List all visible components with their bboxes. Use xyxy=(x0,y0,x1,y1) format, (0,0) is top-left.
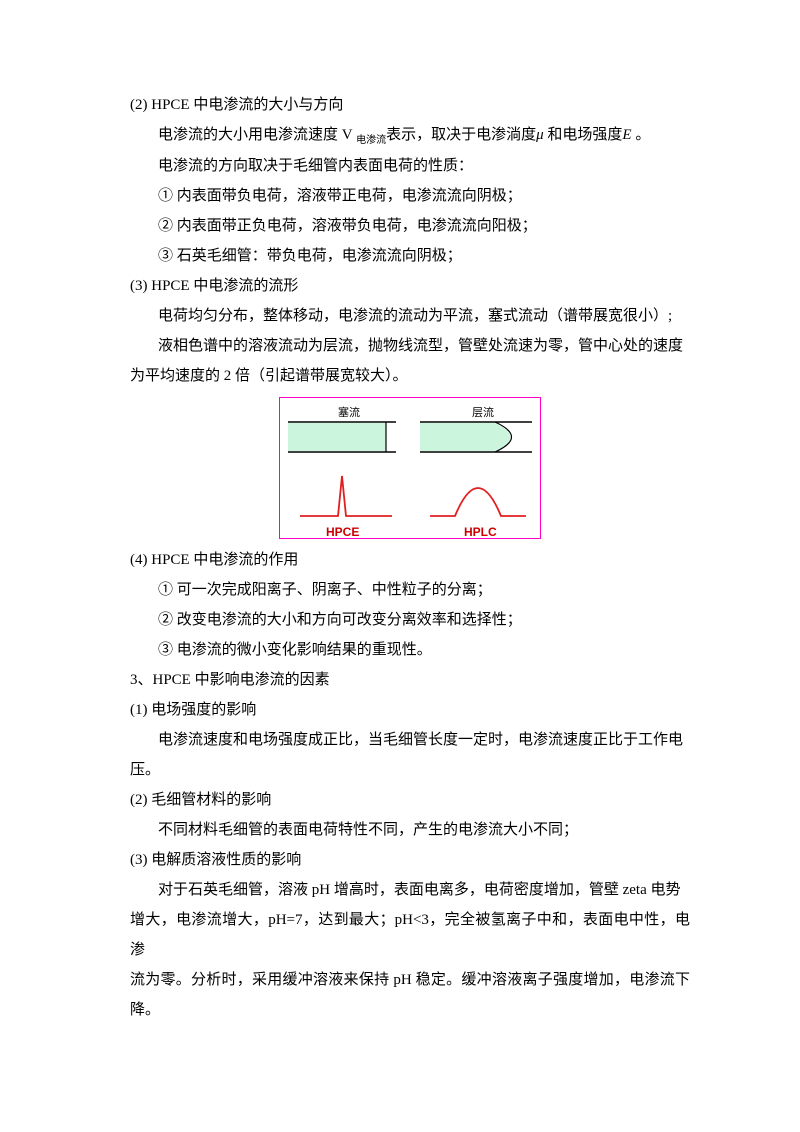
section-4-heading: (4) HPCE 中电渗流的作用 xyxy=(130,545,690,575)
factor-1-p2: 压。 xyxy=(130,755,690,785)
factor-1-heading: (1) 电场强度的影响 xyxy=(130,695,690,725)
section-5-heading: 3、HPCE 中影响电渗流的因素 xyxy=(130,665,690,695)
factor-3-heading: (3) 电解质溶液性质的影响 xyxy=(130,845,690,875)
flow-diagram-svg xyxy=(280,398,540,538)
section-3-heading: (3) HPCE 中电渗流的流形 xyxy=(130,271,690,301)
factor-3-p2: 增大，电渗流增大，pH=7，达到最大；pH<3，完全被氢离子中和，表面电中性，电… xyxy=(130,905,690,965)
text: 表示，取决于电渗淌度 xyxy=(386,127,536,143)
text: 。 xyxy=(632,127,651,143)
var-mu: μ xyxy=(536,127,544,143)
label-laminar-flow: 层流 xyxy=(472,402,494,424)
section-3-p1: 电荷均匀分布，整体移动，电渗流的流动为平流，塞式流动（谱带展宽很小）; xyxy=(130,301,690,331)
section-3-p3: 为平均速度的 2 倍（引起谱带展宽较大）。 xyxy=(130,361,690,391)
text: 和电场强度 xyxy=(544,127,623,143)
section-2-heading: (2) HPCE 中电渗流的大小与方向 xyxy=(130,90,690,120)
factor-3-p3: 流为零。分析时，采用缓冲溶液来保持 pH 稳定。缓冲溶液离子强度增加，电渗流下降… xyxy=(130,965,690,1025)
section-2-p2: 电渗流的方向取决于毛细管内表面电荷的性质： xyxy=(130,151,690,181)
section-2-li3: ③ 石英毛细管：带负电荷，电渗流流向阴极； xyxy=(130,241,690,271)
text: 电渗流的大小用电渗流速度 V xyxy=(158,127,356,143)
section-2-li2: ② 内表面带正负电荷，溶液带负电荷，电渗流流向阳极； xyxy=(130,211,690,241)
flow-diagram-wrap: 塞流 层流 HPCE HPLC xyxy=(130,397,690,539)
subscript: 电渗流 xyxy=(356,135,386,146)
section-3-p2: 液相色谱中的溶液流动为层流，抛物线流型，管壁处流速为零，管中心处的速度 xyxy=(130,331,690,361)
section-4-li1: ① 可一次完成阳离子、阴离子、中性粒子的分离； xyxy=(130,575,690,605)
factor-2-heading: (2) 毛细管材料的影响 xyxy=(130,785,690,815)
section-2-p1: 电渗流的大小用电渗流速度 V 电渗流表示，取决于电渗淌度μ 和电场强度E 。 xyxy=(130,120,690,151)
flow-diagram: 塞流 层流 HPCE HPLC xyxy=(279,397,541,539)
label-hpce: HPCE xyxy=(326,520,359,544)
label-plug-flow: 塞流 xyxy=(338,402,360,424)
section-2-li1: ① 内表面带负电荷，溶液带正电荷，电渗流流向阴极； xyxy=(130,181,690,211)
var-E: E xyxy=(622,127,631,143)
factor-2-p1: 不同材料毛细管的表面电荷特性不同，产生的电渗流大小不同； xyxy=(130,815,690,845)
label-hplc: HPLC xyxy=(464,520,497,544)
document-page: (2) HPCE 中电渗流的大小与方向 电渗流的大小用电渗流速度 V 电渗流表示… xyxy=(0,0,800,1132)
factor-1-p1: 电渗流速度和电场强度成正比，当毛细管长度一定时，电渗流速度正比于工作电 xyxy=(130,725,690,755)
section-4-li2: ② 改变电渗流的大小和方向可改变分离效率和选择性； xyxy=(130,605,690,635)
factor-3-p1: 对于石英毛细管，溶液 pH 增高时，表面电离多，电荷密度增加，管壁 zeta 电… xyxy=(130,875,690,905)
section-4-li3: ③ 电渗流的微小变化影响结果的重现性。 xyxy=(130,635,690,665)
